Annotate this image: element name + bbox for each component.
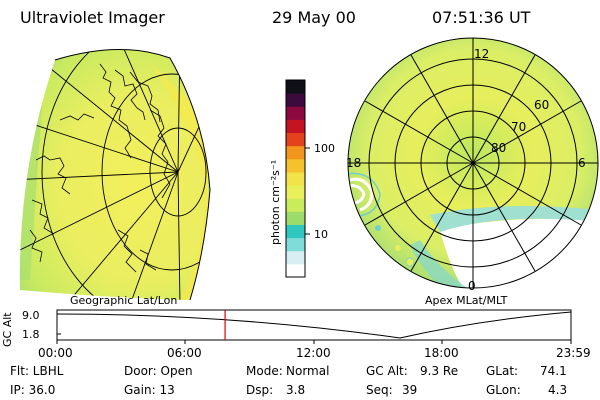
time-label: 07:51:36 UT xyxy=(432,8,531,27)
glon-value: 4.3 xyxy=(548,383,568,397)
filter-value: Flt: LBHL xyxy=(10,364,64,378)
colorbar-band xyxy=(286,263,305,278)
colorbar-band xyxy=(286,198,305,212)
mlat-label-60: 60 xyxy=(534,98,549,112)
colorbar-band xyxy=(286,224,305,239)
timeline-xtick-1800: 18:00 xyxy=(424,346,459,360)
timeline-plot xyxy=(56,309,572,344)
colorbar-band xyxy=(286,132,305,147)
colorbar-band xyxy=(286,171,305,186)
mlt-label-right: 6 xyxy=(578,156,586,170)
date-label: 29 May 00 xyxy=(272,8,356,27)
apex-panel-label: Apex MLat/MLT xyxy=(425,294,508,307)
colorbar-band xyxy=(286,80,305,94)
colorbar-band xyxy=(286,119,305,134)
colorbar-band xyxy=(286,185,305,199)
polar-map: 12 18 6 0 60 70 80 xyxy=(346,37,599,293)
geographic-map xyxy=(19,48,211,301)
glon-label: GLon: xyxy=(486,383,521,397)
colorbar-unit-label: photon cm⁻²s⁻¹ xyxy=(269,160,282,245)
seq-label: Seq: xyxy=(366,383,393,397)
timeline-xtick-2359: 23:59 xyxy=(556,346,591,360)
colorbar-band xyxy=(286,250,305,265)
dsp-value: 3.8 xyxy=(286,383,306,397)
colorbar-frame xyxy=(285,79,306,278)
mlat-label-70: 70 xyxy=(511,120,526,134)
mlt-label-top: 12 xyxy=(474,47,489,61)
colorbar-tick-low: 10 xyxy=(314,228,328,241)
timeline-axis-label: GC Alt xyxy=(1,312,14,347)
geographic-panel-label: Geographic Lat/Lon xyxy=(70,294,177,307)
seq-value: 39 xyxy=(402,383,418,397)
colorbar-band xyxy=(286,145,305,160)
mlt-label-bottom: 0 xyxy=(468,279,476,293)
mode-label: Mode: xyxy=(246,364,283,378)
colorbar xyxy=(285,79,306,278)
timeline-ytick-low: 1.8 xyxy=(22,328,40,341)
timeline-xtick-0000: 00:00 xyxy=(38,346,73,360)
timeline-xtick-0600: 06:00 xyxy=(167,346,202,360)
glat-value: 74.1 xyxy=(540,364,567,378)
door-value: Door: Open xyxy=(124,364,193,378)
gain-value: Gain: 13 xyxy=(124,383,175,397)
mode-value: Normal xyxy=(286,364,330,378)
colorbar-band xyxy=(286,237,305,252)
dsp-label: Dsp: xyxy=(246,383,274,397)
colorbar-band xyxy=(286,106,305,120)
timeline-xtick-1200: 12:00 xyxy=(296,346,331,360)
glat-label: GLat: xyxy=(486,364,519,378)
mlt-label-left: 18 xyxy=(346,156,361,170)
gcalt-value: 9.3 Re xyxy=(420,364,459,378)
colorbar-band xyxy=(286,158,305,173)
instrument-title: Ultraviolet Imager xyxy=(20,8,165,27)
colorbar-tick-high: 100 xyxy=(314,142,335,155)
gcalt-label: GC Alt: xyxy=(366,364,408,378)
mlat-label-80: 80 xyxy=(491,141,506,155)
timeline-ytick-high: 9.0 xyxy=(22,309,40,322)
colorbar-band xyxy=(286,93,305,107)
ip-value: IP: 36.0 xyxy=(10,383,56,397)
colorbar-band xyxy=(286,211,305,225)
